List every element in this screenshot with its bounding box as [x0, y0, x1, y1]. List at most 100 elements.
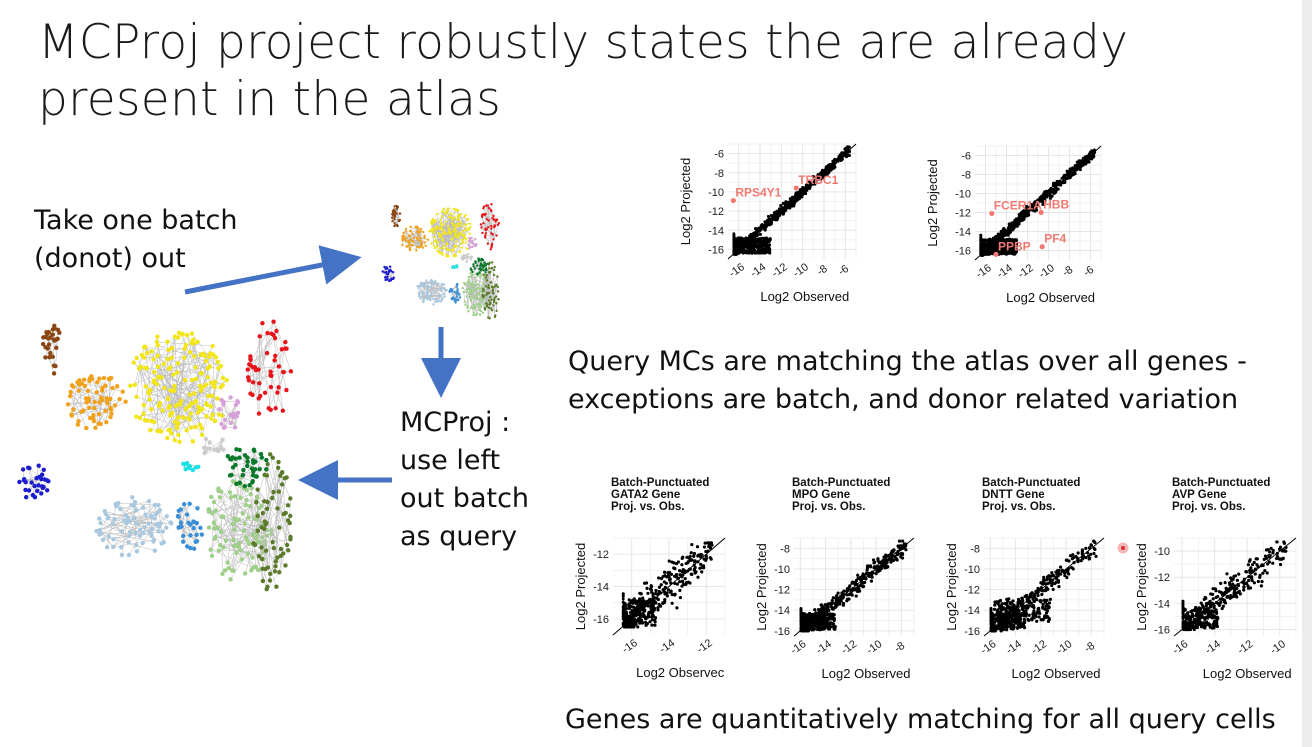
graph-node — [447, 255, 450, 258]
graph-node — [43, 355, 48, 360]
graph-edge — [172, 347, 214, 355]
graph-node — [187, 501, 192, 506]
graph-node — [463, 234, 466, 238]
graph-node — [454, 229, 458, 233]
graph-cluster — [201, 436, 226, 456]
graph-node — [493, 315, 497, 319]
graph-node — [486, 291, 489, 295]
data-point — [988, 249, 992, 253]
graph-node — [461, 258, 465, 261]
graph-node — [256, 411, 262, 416]
graph-node — [120, 389, 125, 394]
data-point — [659, 583, 663, 587]
graph-edge — [211, 496, 243, 514]
graph-node — [280, 469, 285, 475]
graph-edge — [259, 349, 283, 384]
data-point — [732, 234, 736, 237]
graph-node — [283, 563, 288, 568]
graph-node — [272, 335, 278, 341]
graph-node — [79, 409, 84, 414]
graph-node — [477, 283, 480, 286]
data-point — [757, 240, 761, 244]
graph-node — [261, 526, 267, 531]
graph-node — [137, 533, 143, 538]
small-metacell-graph — [381, 203, 501, 320]
data-point — [999, 248, 1003, 252]
graph-node — [441, 247, 444, 250]
data-point — [757, 226, 761, 230]
annotation-point — [989, 210, 995, 217]
graph-node — [264, 586, 269, 592]
graph-node — [481, 231, 484, 235]
graph-edge — [73, 387, 113, 410]
graph-node — [243, 534, 249, 540]
graph-node — [492, 218, 496, 221]
graph-node — [443, 287, 446, 290]
graph-node — [54, 337, 59, 342]
graph-node — [478, 267, 481, 271]
graph-node — [247, 482, 252, 488]
graph-node — [283, 339, 288, 345]
data-point — [794, 199, 798, 203]
data-point — [745, 249, 749, 254]
graph-node — [467, 228, 470, 231]
graph-edge — [125, 522, 136, 534]
graph-node — [285, 503, 291, 508]
graph-node — [157, 524, 162, 529]
graph-node — [412, 240, 415, 244]
graph-edge — [133, 362, 184, 419]
graph-node — [464, 226, 468, 230]
graph-node — [146, 521, 151, 526]
graph-node — [168, 365, 173, 370]
graph-node — [471, 285, 475, 289]
graph-node — [485, 218, 489, 221]
graph-node — [132, 499, 138, 505]
graph-node — [482, 205, 486, 208]
annotation-point — [993, 251, 999, 257]
graph-node — [46, 342, 52, 347]
x-tick-label: -16 — [974, 262, 994, 281]
graph-node — [483, 213, 486, 217]
graph-node — [476, 293, 480, 296]
graph-edge — [466, 284, 473, 297]
graph-node — [32, 483, 37, 489]
graph-node — [126, 533, 132, 539]
graph-node — [438, 226, 441, 230]
graph-node — [460, 224, 464, 228]
graph-edge — [143, 413, 178, 426]
data-point — [754, 242, 758, 246]
graph-node — [278, 553, 283, 559]
graph-node — [71, 384, 76, 389]
graph-node — [246, 515, 251, 520]
graph-node — [485, 273, 488, 277]
data-point — [1061, 180, 1065, 185]
graph-node — [481, 295, 484, 298]
graph-node — [133, 507, 139, 513]
graph-node — [237, 447, 242, 453]
graph-node — [179, 524, 184, 529]
graph-edge — [220, 488, 245, 533]
graph-node — [483, 307, 486, 310]
graph-node — [434, 238, 438, 242]
graph-node — [478, 275, 482, 278]
graph-node — [190, 439, 196, 444]
graph-node — [67, 393, 73, 399]
graph-node — [442, 283, 446, 286]
graph-edge — [178, 527, 198, 542]
graph-edge — [267, 501, 271, 574]
graph-node — [469, 258, 472, 261]
graph-node — [472, 265, 475, 268]
graph-node — [234, 481, 239, 487]
graph-node — [474, 283, 478, 287]
data-point — [794, 192, 798, 196]
graph-node — [417, 295, 421, 298]
graph-node — [441, 237, 444, 240]
data-point — [1044, 189, 1049, 193]
graph-cluster — [65, 374, 128, 431]
graph-node — [496, 275, 499, 278]
graph-node — [482, 221, 485, 225]
graph-node — [270, 539, 275, 545]
graph-node — [50, 332, 55, 337]
